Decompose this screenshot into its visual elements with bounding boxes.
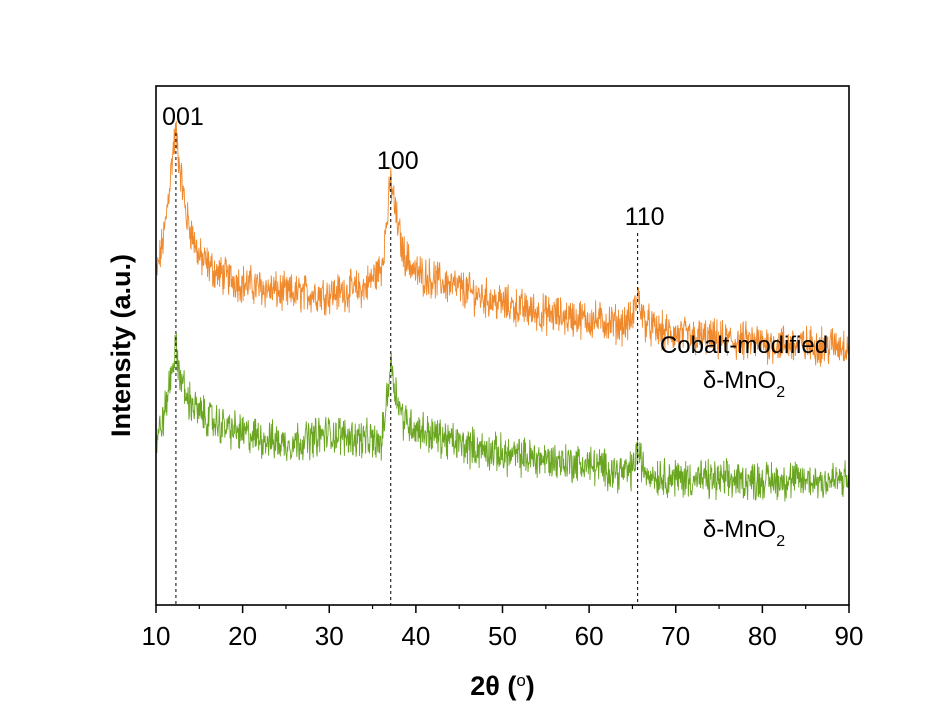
x-axis-title-main: 2θ (	[470, 671, 516, 701]
x-axis-title-superscript: o	[516, 671, 525, 690]
series-label-cobalt-formula: δ-MnO	[703, 367, 776, 394]
series-line-1	[155, 333, 850, 502]
x-tick-label-70: 70	[661, 621, 690, 651]
x-axis-title: 2θ (o)	[470, 671, 535, 702]
x-tick-label-10: 10	[142, 621, 171, 651]
x-tick-label-90: 90	[835, 621, 864, 651]
y-axis-title: Intensity (a.u.)	[106, 254, 136, 437]
peak-label-100: 100	[377, 147, 419, 175]
x-tick-label-80: 80	[748, 621, 777, 651]
x-axis-title-close: )	[526, 671, 535, 701]
series-label-cobalt-line1: Cobalt-modified	[660, 332, 828, 359]
peak-label-110: 110	[625, 203, 665, 231]
series-label-mno2: δ-MnO2	[703, 516, 785, 550]
x-axis-ticks: 10 20 30 40 50 60 70 80 90	[142, 605, 864, 651]
x-tick-label-60: 60	[575, 621, 604, 651]
x-tick-label-30: 30	[315, 621, 344, 651]
x-tick-label-20: 20	[228, 621, 257, 651]
series-label-mno2-subscript: 2	[776, 533, 785, 550]
peak-markers: 001 100 110	[162, 103, 665, 605]
x-tick-label-50: 50	[488, 621, 517, 651]
series-label-cobalt-line2: δ-MnO2	[703, 367, 785, 401]
series-label-cobalt-subscript: 2	[776, 384, 785, 401]
series-label-mno2-formula: δ-MnO	[703, 516, 776, 543]
series-line-0	[155, 121, 850, 367]
peak-label-001: 001	[162, 103, 204, 131]
series-layer	[155, 121, 850, 502]
x-tick-label-40: 40	[401, 621, 430, 651]
